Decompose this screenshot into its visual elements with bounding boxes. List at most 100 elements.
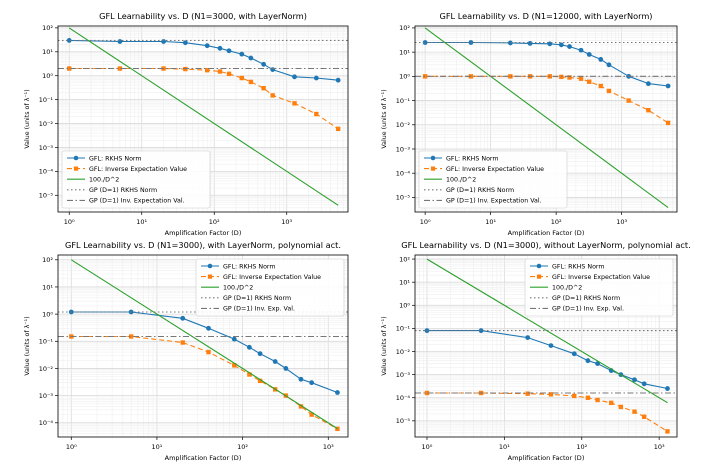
y-axis-label: Value (units of λ⁻¹) bbox=[24, 89, 31, 148]
legend-label: 100./D^2 bbox=[223, 285, 253, 292]
y-axis-label: Value (units of λ⁻¹) bbox=[24, 316, 31, 375]
plot-frame bbox=[57, 254, 349, 438]
chart-panel-3: 10⁰ 10¹ 10² 10³ 10⁻⁴ 10⁻³ 10⁻² 10⁻¹ 10⁰ 10¹ 10² GFL… bbox=[24, 240, 349, 462]
series-2 bbox=[424, 390, 670, 434]
y-tick-label: 10⁰ bbox=[399, 73, 410, 81]
data-point bbox=[548, 392, 554, 397]
legend-label: GFL: Inverse Expectation Value bbox=[552, 274, 650, 281]
y-tick-label: 10¹ bbox=[399, 278, 410, 286]
data-point bbox=[567, 75, 572, 80]
data-point bbox=[298, 376, 304, 382]
data-point bbox=[641, 381, 647, 387]
data-point bbox=[478, 328, 484, 334]
data-point bbox=[424, 390, 430, 396]
y-axis-label: Value (units of λ⁻¹) bbox=[381, 316, 388, 375]
data-point bbox=[578, 47, 584, 53]
data-point bbox=[585, 358, 591, 364]
y-tick-label: 10² bbox=[399, 24, 410, 32]
data-point bbox=[598, 83, 603, 89]
legend: GFL: RKHS Norm GFL: Inverse Expectation V… bbox=[524, 258, 674, 317]
data-point bbox=[335, 126, 341, 132]
x-tick-label: 10¹ bbox=[136, 218, 147, 226]
data-point bbox=[257, 378, 263, 384]
y-tick-label: 10⁻⁴ bbox=[396, 394, 411, 402]
data-point bbox=[626, 98, 631, 103]
data-point bbox=[567, 44, 572, 49]
y-tick-label: 10⁰ bbox=[42, 72, 53, 80]
y-tick-label: 10⁻³ bbox=[396, 371, 411, 379]
chart-panel-1: 10⁰ 10¹ 10² 10³ 10⁻⁵ 10⁻⁴ 10⁻³ 10⁻² 10⁻¹ 10⁰ 10¹ 10… bbox=[24, 11, 349, 237]
chart-title: GFL Learnability vs. D (N1=12000, with L… bbox=[440, 11, 653, 21]
legend-label: GFL: RKHS Norm bbox=[223, 263, 276, 270]
data-point bbox=[645, 81, 651, 87]
data-point bbox=[335, 390, 340, 395]
data-point bbox=[309, 412, 314, 417]
legend-label: GP (D=1) RKHS Norm bbox=[89, 187, 157, 194]
x-tick-label: 10⁰ bbox=[66, 443, 77, 451]
data-point bbox=[595, 361, 600, 366]
data-point bbox=[283, 366, 289, 371]
series-line bbox=[71, 259, 338, 430]
data-point bbox=[548, 343, 554, 349]
data-point bbox=[309, 380, 315, 386]
y-axis-label: Value (units of λ⁻¹) bbox=[381, 89, 388, 148]
y-tick-label: 10⁻¹ bbox=[39, 96, 54, 104]
data-point bbox=[665, 386, 670, 391]
data-point bbox=[66, 37, 72, 43]
data-point bbox=[508, 74, 513, 79]
data-point bbox=[292, 74, 297, 80]
data-point bbox=[641, 414, 647, 419]
x-tick-label: 10¹ bbox=[485, 218, 496, 226]
legend-label: GFL: Inverse Expectation Value bbox=[446, 166, 544, 173]
legend-label: GP (D=1) RKHS Norm bbox=[552, 295, 620, 302]
legend-marker bbox=[73, 155, 79, 161]
legend-label: GFL: Inverse Expectation Value bbox=[89, 166, 187, 173]
legend-box bbox=[195, 258, 345, 317]
data-point bbox=[559, 74, 564, 80]
data-point bbox=[558, 42, 564, 48]
data-point bbox=[618, 404, 624, 410]
plot-frame bbox=[414, 254, 678, 438]
legend-label: GP (D=1) Inv. Exp. Val. bbox=[223, 306, 295, 313]
data-point bbox=[586, 52, 592, 57]
legend-box bbox=[418, 150, 568, 209]
y-tick-label: 10⁻² bbox=[396, 121, 411, 129]
data-point bbox=[248, 79, 254, 85]
data-point bbox=[587, 79, 592, 84]
y-tick-label: 10¹ bbox=[42, 283, 53, 291]
y-tick-label: 10⁻⁴ bbox=[396, 170, 411, 178]
data-point bbox=[424, 328, 430, 334]
chart-panel-2: 10⁰ 10¹ 10² 10³ 10⁻⁵ 10⁻⁴ 10⁻³ 10⁻² 10⁻¹ 10⁰ 10¹ 10… bbox=[381, 11, 678, 237]
y-tick-label: 10⁻² bbox=[396, 348, 411, 356]
legend-marker bbox=[73, 166, 79, 171]
data-point bbox=[272, 359, 278, 364]
legend-label: GP (D=1) Inv. Expectation Val. bbox=[446, 198, 542, 205]
series-line bbox=[69, 39, 339, 81]
data-point bbox=[578, 76, 584, 81]
series-3 bbox=[68, 27, 339, 206]
x-tick-label: 10² bbox=[551, 218, 562, 226]
legend: GFL: RKHS Norm GFL: Inverse Expectation V… bbox=[61, 150, 211, 209]
legend: GFL: RKHS Norm GFL: Inverse Expectation V… bbox=[195, 258, 345, 317]
y-tick-label: 10⁻⁴ bbox=[39, 419, 54, 427]
data-point bbox=[270, 67, 276, 73]
data-point bbox=[595, 397, 600, 403]
y-tick-label: 10⁻³ bbox=[39, 392, 54, 400]
x-tick-label: 10³ bbox=[323, 443, 334, 451]
x-tick-label: 10⁰ bbox=[422, 443, 433, 451]
y-tick-label: 10⁰ bbox=[42, 310, 53, 318]
y-tick-label: 10⁻¹ bbox=[396, 97, 411, 105]
legend-marker bbox=[207, 274, 213, 279]
data-point bbox=[608, 400, 614, 406]
data-point bbox=[632, 409, 637, 414]
series-3 bbox=[71, 259, 338, 430]
data-point bbox=[665, 120, 671, 126]
data-point bbox=[248, 55, 254, 61]
legend-label: GP (D=1) Inv. Exp. Val. bbox=[552, 306, 624, 313]
data-point bbox=[525, 335, 531, 340]
x-tick-label: 10⁰ bbox=[64, 218, 75, 226]
data-point bbox=[422, 74, 428, 79]
legend-label: GP (D=1) RKHS Norm bbox=[223, 295, 291, 302]
data-point bbox=[313, 75, 319, 81]
data-point bbox=[161, 39, 166, 44]
